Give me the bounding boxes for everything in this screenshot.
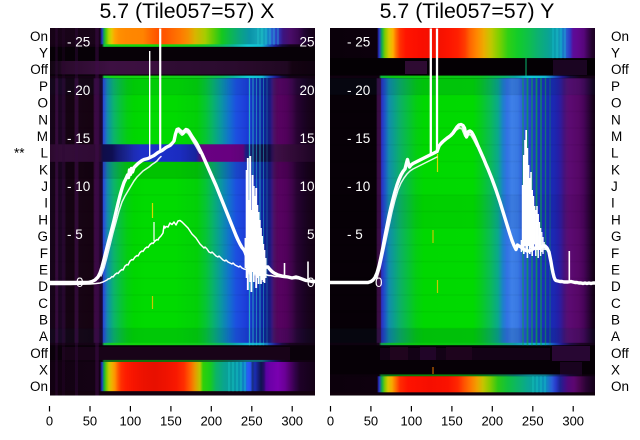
svg-text:N: N	[38, 112, 48, 127]
svg-text:C: C	[611, 296, 621, 311]
svg-text:- 25: - 25	[67, 35, 90, 50]
svg-text:200: 200	[200, 414, 222, 429]
svg-text:K: K	[39, 162, 48, 177]
svg-text:Off: Off	[611, 346, 629, 361]
svg-text:150: 150	[441, 414, 463, 429]
svg-text:5.7 (Tile057=57) X: 5.7 (Tile057=57) X	[99, 0, 274, 23]
svg-text:H: H	[38, 212, 48, 227]
svg-text:- 5: - 5	[67, 227, 83, 242]
svg-text:5: 5	[307, 227, 315, 242]
svg-text:Y: Y	[611, 46, 620, 61]
svg-text:Off: Off	[611, 62, 629, 77]
svg-text:O: O	[37, 96, 48, 111]
svg-text:- 10: - 10	[67, 179, 90, 194]
svg-text:300: 300	[281, 414, 303, 429]
svg-text:G: G	[611, 229, 622, 244]
svg-text:50: 50	[83, 414, 97, 429]
svg-text:0: 0	[375, 275, 383, 290]
svg-text:0: 0	[76, 275, 84, 290]
svg-text:J: J	[41, 179, 48, 194]
svg-text:50: 50	[364, 414, 378, 429]
svg-text:250: 250	[522, 414, 544, 429]
svg-text:F: F	[611, 246, 619, 261]
svg-text:O: O	[611, 96, 622, 111]
svg-text:B: B	[39, 313, 48, 328]
svg-text:Y: Y	[39, 46, 48, 61]
svg-text:- 10: - 10	[347, 179, 370, 194]
svg-text:A: A	[39, 329, 48, 344]
svg-text:100: 100	[120, 414, 142, 429]
svg-text:300: 300	[562, 414, 584, 429]
svg-text:L: L	[40, 146, 48, 161]
svg-text:K: K	[611, 162, 620, 177]
svg-text:P: P	[611, 79, 620, 94]
svg-text:On: On	[611, 379, 629, 394]
svg-text:A: A	[611, 329, 620, 344]
svg-text:- 5: - 5	[347, 227, 363, 242]
svg-text:X: X	[611, 363, 620, 378]
svg-text:- 15: - 15	[347, 131, 370, 146]
svg-text:10: 10	[299, 179, 314, 194]
svg-text:On: On	[30, 379, 48, 394]
svg-text:I: I	[611, 196, 615, 211]
svg-text:- 15: - 15	[67, 131, 90, 146]
svg-text:**: **	[14, 146, 25, 161]
svg-text:15: 15	[299, 131, 314, 146]
svg-text:G: G	[37, 229, 48, 244]
svg-text:Off: Off	[30, 346, 48, 361]
svg-text:On: On	[611, 29, 629, 44]
svg-text:M: M	[37, 129, 48, 144]
svg-text:D: D	[38, 279, 48, 294]
svg-text:F: F	[40, 246, 48, 261]
svg-text:200: 200	[481, 414, 503, 429]
svg-text:250: 250	[241, 414, 263, 429]
svg-text:On: On	[30, 29, 48, 44]
svg-text:5.7 (Tile057=57) Y: 5.7 (Tile057=57) Y	[380, 0, 555, 23]
svg-text:- 25: - 25	[347, 35, 370, 50]
svg-text:B: B	[611, 313, 620, 328]
svg-text:0: 0	[307, 275, 315, 290]
svg-text:H: H	[611, 212, 621, 227]
svg-text:N: N	[611, 112, 621, 127]
svg-text:I: I	[44, 196, 48, 211]
svg-text:E: E	[39, 262, 48, 277]
svg-text:D: D	[611, 279, 621, 294]
svg-text:J: J	[611, 179, 618, 194]
svg-text:100: 100	[401, 414, 423, 429]
svg-text:0: 0	[327, 414, 334, 429]
svg-text:M: M	[611, 129, 622, 144]
svg-text:Off: Off	[30, 62, 48, 77]
svg-text:20: 20	[299, 83, 314, 98]
svg-text:P: P	[39, 79, 48, 94]
svg-text:150: 150	[160, 414, 182, 429]
svg-text:C: C	[38, 296, 48, 311]
svg-text:E: E	[611, 262, 620, 277]
svg-text:X: X	[39, 363, 48, 378]
svg-text:- 20: - 20	[67, 83, 90, 98]
svg-text:- 20: - 20	[347, 83, 370, 98]
svg-text:0: 0	[46, 414, 53, 429]
svg-text:25: 25	[299, 35, 314, 50]
svg-text:L: L	[611, 146, 619, 161]
